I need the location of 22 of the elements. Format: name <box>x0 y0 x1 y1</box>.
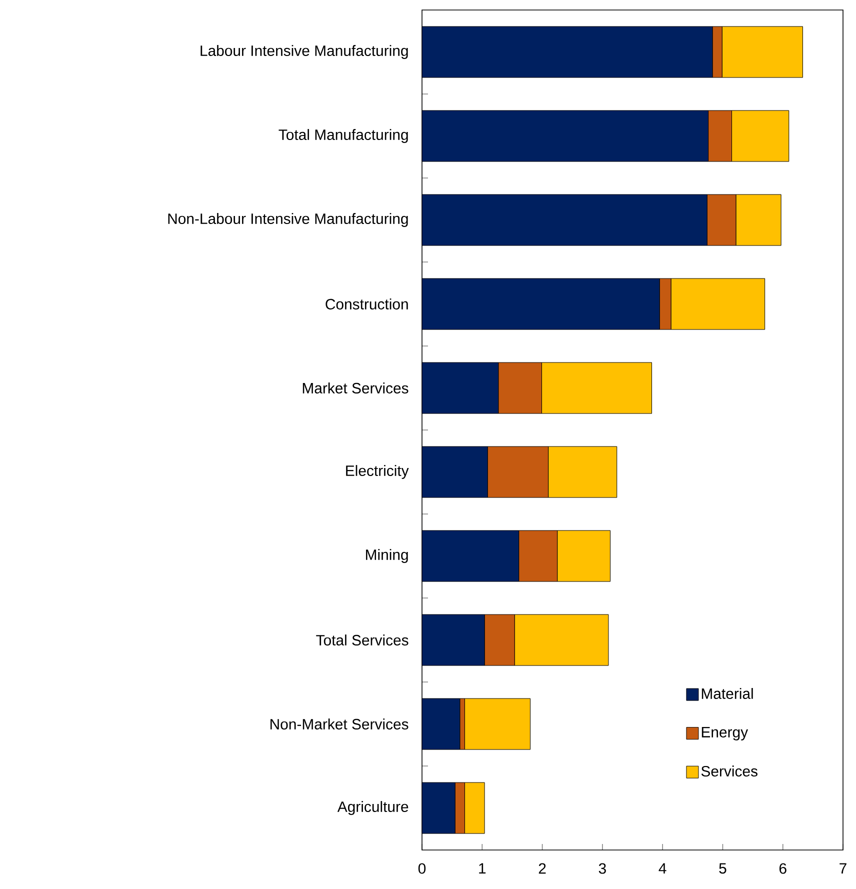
x-tick-label: 4 <box>658 863 666 874</box>
y-tick-label: Non-Labour Intensive Manufacturing <box>168 213 408 227</box>
legend-label: Material <box>702 688 753 699</box>
y-tick-label: Agriculture <box>337 801 408 815</box>
bar <box>464 698 531 750</box>
legend-label: Energy <box>702 727 748 740</box>
x-tick-label: 5 <box>719 863 726 874</box>
y-tick-label: Labour Intensive Manufacturing <box>200 45 408 59</box>
y-tick-label: Electricity <box>346 465 409 479</box>
x-tick-label: 2 <box>538 863 546 874</box>
y-tick-label: Market Services <box>302 382 408 394</box>
x-tick-label: 0 <box>418 863 426 874</box>
x-tick-label: 6 <box>779 863 786 874</box>
y-tick-label: Construction <box>326 298 408 310</box>
x-tick-label: 7 <box>840 863 846 874</box>
x-tick-label: 3 <box>598 863 606 874</box>
x-tick-label: 1 <box>479 863 486 874</box>
y-tick-label: Mining <box>366 549 408 563</box>
legend-label: Services <box>701 766 758 777</box>
y-tick-label: Total Services <box>316 634 408 646</box>
y-tick-label: Non-Market Services <box>270 718 408 730</box>
y-tick-label: Total Manufacturing <box>278 129 408 143</box>
